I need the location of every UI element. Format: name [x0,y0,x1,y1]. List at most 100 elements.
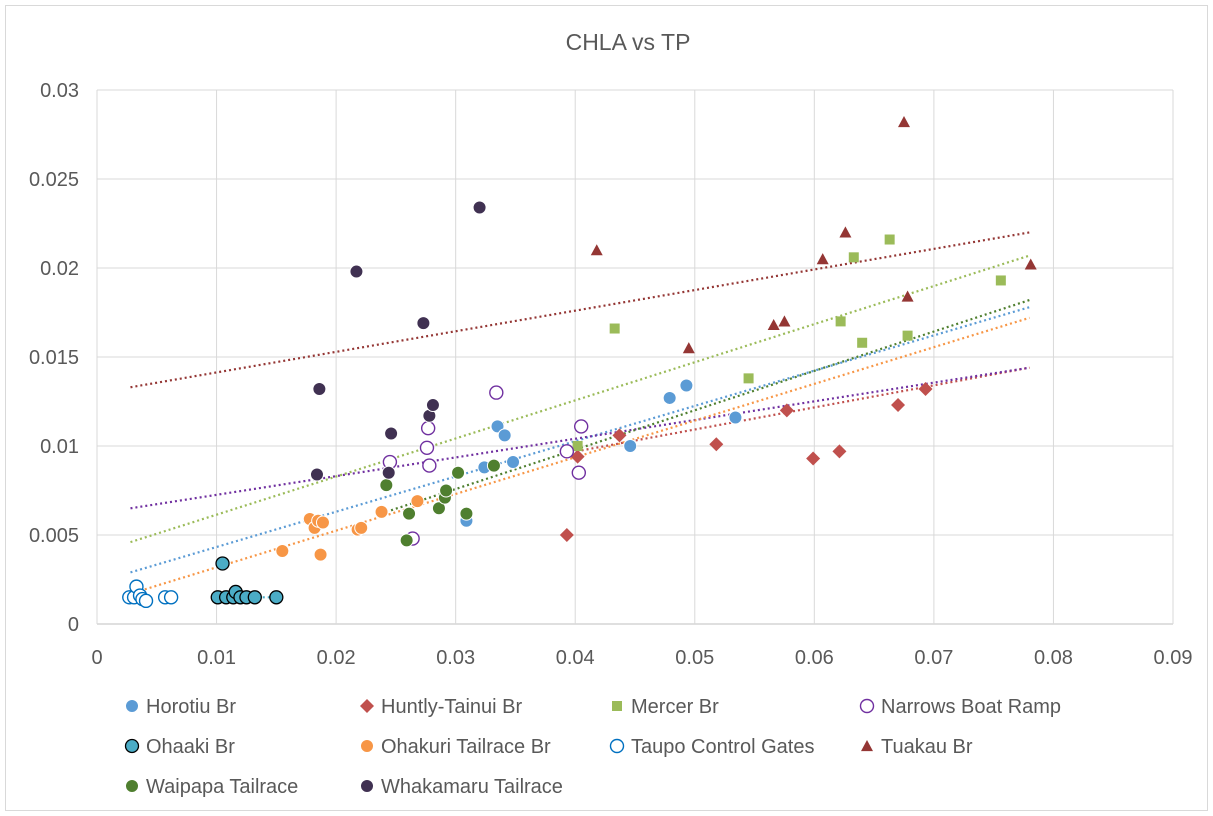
data-point [410,494,425,509]
data-point [247,590,262,605]
data-point [459,506,474,521]
y-tick-label: 0.015 [29,347,79,369]
data-point [451,465,466,480]
data-point [902,330,913,341]
legend-label: Mercer Br [631,696,719,718]
data-point [559,528,574,542]
series-points [572,234,1006,451]
data-points [122,116,1037,609]
data-point [439,483,454,498]
legend-marker [861,740,873,752]
legend-marker [609,738,625,754]
data-point [839,226,852,238]
data-point [425,398,440,413]
x-tick-label: 0.05 [675,647,714,669]
trendline [130,366,1030,510]
data-point [138,593,154,609]
legend-item: Horotiu Br [125,696,236,718]
data-point [574,419,589,434]
data-point [402,506,417,521]
data-point [379,478,394,493]
data-point [901,290,914,302]
data-point [354,520,369,535]
legend-item: Mercer Br [612,696,719,718]
data-point [163,590,179,605]
legend-marker [612,701,622,711]
legend-item: Whakamaru Tailrace [360,776,563,798]
series-points [122,579,179,609]
data-point [315,515,330,530]
legend-label: Taupo Control Gates [631,736,814,758]
data-point [472,200,487,215]
data-point [609,323,620,334]
legend-marker [360,779,374,793]
x-tick-label: 0.03 [436,647,475,669]
series-points [210,556,284,605]
legend-item: Narrows Boat Ramp [859,696,1061,718]
legend-item: Huntly-Tainui Br [360,696,523,718]
x-tick-label: 0.06 [795,647,834,669]
legend-label: Horotiu Br [146,696,236,718]
series-points [309,200,487,482]
legend-label: Ohaaki Br [146,736,235,758]
y-tick-label: 0.03 [40,80,79,102]
data-point [995,275,1006,286]
data-point [570,449,585,464]
data-point [848,252,859,263]
data-point [416,316,431,331]
data-point [806,451,821,466]
data-point [313,547,328,562]
data-point [898,116,910,128]
x-tick-label: 0.07 [914,647,953,669]
data-point [682,342,695,354]
trendline [130,306,1030,574]
data-point [832,444,847,459]
data-point [486,458,501,473]
data-point [884,234,895,245]
x-tick-label: 0.01 [197,647,236,669]
series-points [590,116,1037,354]
data-point [571,465,587,480]
data-point [590,244,603,256]
trendline [130,254,1030,544]
data-point [767,318,780,331]
legend: Horotiu Br Huntly-Tainui Br Mercer Br Narro… [124,696,1061,798]
chart-title: CHLA vs TP [566,29,691,55]
trendline [385,298,1030,513]
data-point [374,504,389,519]
chart-area [5,5,1208,811]
legend-label: Tuakau Br [881,736,973,758]
data-point [612,428,627,443]
data-point [215,556,230,571]
data-point [420,421,436,436]
data-point [857,337,868,348]
data-point [384,426,399,441]
data-point [419,440,435,455]
axis-tick-labels: 0 0.005 0.01 0.015 0.02 0.025 0.03 0 0.01 0.02 0.0… [29,80,1193,669]
trendline [566,366,1030,455]
data-point [662,390,677,405]
legend-marker [125,699,139,713]
data-point [399,533,414,548]
x-tick-label: 0.09 [1154,647,1193,669]
data-point [309,467,324,482]
data-point [497,428,512,443]
data-point [506,455,521,470]
data-point [891,398,906,413]
legend-label: Whakamaru Tailrace [381,776,563,798]
legend-item: Taupo Control Gates [609,736,814,758]
legend-item: Tuakau Br [861,736,973,758]
x-tick-label: 0.02 [317,647,356,669]
series-points [459,378,743,528]
trendline [130,231,1030,389]
series-points [559,382,933,542]
legend-label: Huntly-Tainui Br [381,696,523,718]
data-point [816,253,829,265]
trendlines [130,231,1030,599]
legend-marker [125,779,139,793]
y-tick-label: 0.01 [40,436,79,458]
data-point [381,465,396,480]
data-point [918,382,933,397]
legend-label: Waipapa Tailrace [146,776,298,798]
